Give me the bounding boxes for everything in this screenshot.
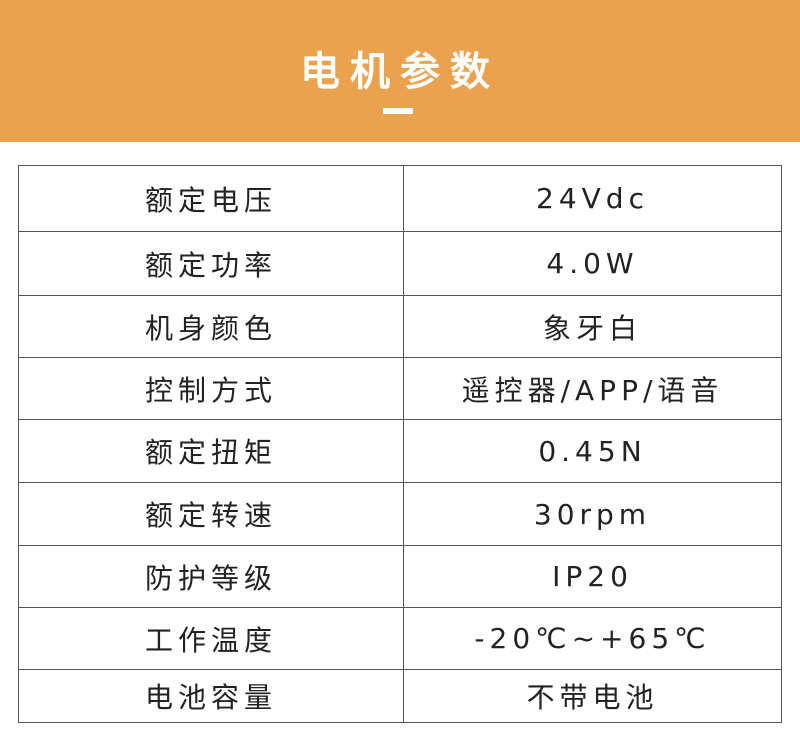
table-row: 机身颜色 象牙白 <box>18 295 782 358</box>
param-value: 4.0W <box>403 231 782 296</box>
page-title: 电机参数 <box>300 49 500 95</box>
table-row: 额定功率 4.0W <box>18 231 782 296</box>
table-row: 额定转速 30rpm <box>18 482 782 546</box>
param-label: 额定电压 <box>18 165 404 232</box>
table-row: 额定电压 24Vdc <box>18 165 782 232</box>
param-value: 象牙白 <box>403 295 782 358</box>
table-row: 额定扭矩 0.45N <box>18 419 782 483</box>
param-label: 工作温度 <box>18 607 404 670</box>
param-label: 额定转速 <box>18 482 404 546</box>
header-banner: 电机参数 <box>0 0 800 142</box>
param-value: 24Vdc <box>403 165 782 232</box>
param-value: 遥控器/APP/语音 <box>403 357 782 420</box>
param-label: 机身颜色 <box>18 295 404 358</box>
param-label: 额定功率 <box>18 231 404 296</box>
title-underline <box>383 108 413 114</box>
param-table: 额定电压 24Vdc 额定功率 4.0W 机身颜色 象牙白 控制方式 遥控器/APP/语音 额定… <box>18 165 782 723</box>
param-value: 不带电池 <box>403 669 782 723</box>
param-value: 30rpm <box>403 482 782 546</box>
param-label: 额定扭矩 <box>18 419 404 483</box>
param-label: 控制方式 <box>18 357 404 420</box>
param-label: 防护等级 <box>18 545 404 608</box>
table-row: 控制方式 遥控器/APP/语音 <box>18 357 782 420</box>
param-value: IP20 <box>403 545 782 608</box>
table-row: 工作温度 -20℃~+65℃ <box>18 607 782 670</box>
table-row: 防护等级 IP20 <box>18 545 782 608</box>
param-value: 0.45N <box>403 419 782 483</box>
table-row: 电池容量 不带电池 <box>18 669 782 723</box>
param-value: -20℃~+65℃ <box>403 607 782 670</box>
param-label: 电池容量 <box>18 669 404 723</box>
